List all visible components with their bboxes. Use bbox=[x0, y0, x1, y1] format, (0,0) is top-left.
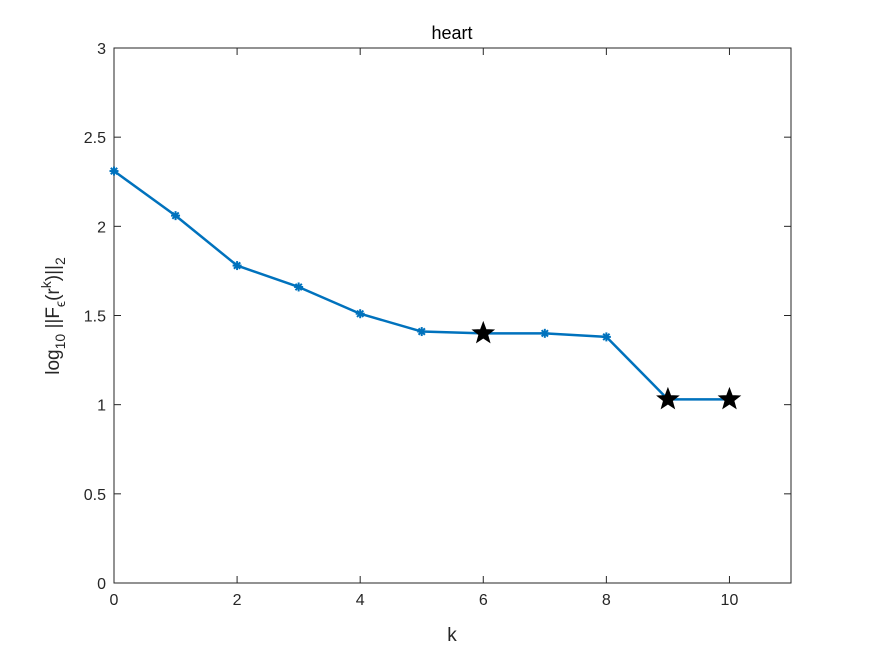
stars-layer bbox=[471, 320, 742, 410]
data-point-stroke bbox=[417, 327, 426, 336]
chart-title: heart bbox=[431, 23, 472, 43]
data-point bbox=[417, 327, 427, 337]
data-point bbox=[355, 309, 365, 319]
y-label-log: log bbox=[43, 349, 64, 374]
y-tick-label: 1 bbox=[97, 398, 106, 415]
y-tick-label: 1.5 bbox=[84, 309, 106, 326]
y-label-eps-sub: ϵ bbox=[52, 301, 68, 307]
x-tick-labels: 0 2 4 6 8 10 bbox=[110, 592, 739, 609]
y-label-norm-open: ||F bbox=[43, 307, 64, 334]
star-marker bbox=[471, 320, 496, 344]
data-point bbox=[601, 332, 611, 342]
y-tick-label: 0 bbox=[97, 576, 106, 593]
y-tick-label: 2.5 bbox=[84, 130, 106, 147]
data-point-stroke bbox=[356, 309, 365, 318]
y-tick-label: 0.5 bbox=[84, 487, 106, 504]
x-tick-label: 4 bbox=[356, 592, 365, 609]
data-point-stroke bbox=[602, 333, 611, 341]
x-tick-label: 0 bbox=[110, 592, 119, 609]
y-label-norm-close: )|| bbox=[43, 265, 64, 281]
y-label-k-sup: k bbox=[38, 280, 54, 288]
data-point bbox=[232, 261, 242, 271]
data-point bbox=[171, 211, 181, 221]
y-label-log-sub: 10 bbox=[52, 334, 68, 350]
x-tick-label: 10 bbox=[721, 592, 739, 609]
data-point-stroke bbox=[540, 329, 549, 338]
y-tick-labels: 0 0.5 1 1.5 2 2.5 3 bbox=[84, 41, 106, 593]
data-point-stroke bbox=[110, 167, 118, 175]
data-point bbox=[294, 282, 304, 292]
y-tick-label: 2 bbox=[97, 219, 106, 236]
y-label-two-sub: 2 bbox=[52, 257, 68, 265]
data-point bbox=[109, 166, 119, 176]
y-tick-label: 3 bbox=[97, 41, 106, 58]
y-label-r-open: (r bbox=[43, 288, 64, 301]
plot-area bbox=[113, 47, 792, 584]
data-point-stroke bbox=[233, 261, 241, 270]
data-point bbox=[540, 328, 550, 338]
x-tick-label: 2 bbox=[233, 592, 242, 609]
y-axis-label: log10 ||Fϵ(rk)||2 bbox=[38, 257, 68, 375]
star-marker bbox=[656, 386, 680, 410]
data-point-stroke bbox=[171, 211, 180, 220]
star-marker bbox=[717, 386, 742, 410]
x-tick-label: 6 bbox=[479, 592, 488, 609]
ticks-layer bbox=[113, 47, 791, 584]
x-tick-label: 8 bbox=[602, 592, 611, 609]
data-point-stroke bbox=[294, 283, 303, 291]
x-axis-label: k bbox=[447, 625, 457, 646]
